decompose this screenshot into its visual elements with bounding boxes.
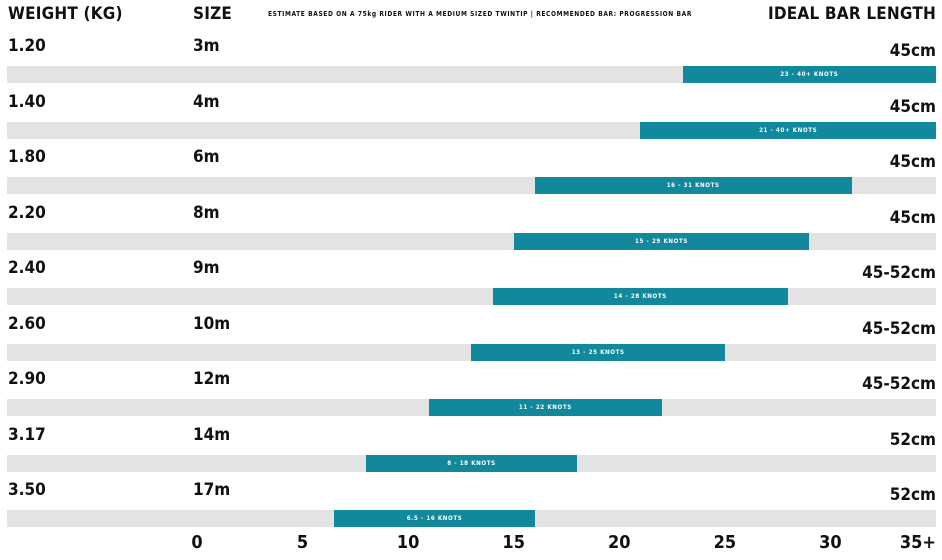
range-track: 21 - 40+ KNOTS — [7, 121, 936, 139]
table-row: 1.40 4m 45cm 21 - 40+ KNOTS — [0, 86, 942, 142]
kite-weight: 1.20 — [8, 36, 46, 56]
wind-range-bar: 6.5 - 16 KNOTS — [334, 510, 535, 527]
kite-size: 14m — [193, 424, 231, 445]
bar-length: 45-52cm — [862, 374, 936, 394]
wind-range-bar: 21 - 40+ KNOTS — [640, 121, 936, 139]
wind-range-bar: 8 - 18 KNOTS — [365, 454, 578, 472]
wind-range-bar: 15 - 29 KNOTS — [513, 232, 810, 250]
kite-size: 12m — [193, 369, 231, 389]
table-row: 2.40 9m 45-52cm 14 - 28 KNOTS — [0, 252, 942, 308]
bar-length: 45-52cm — [862, 318, 936, 339]
kite-size: 3m — [193, 36, 220, 56]
range-track: 13 - 25 KNOTS — [7, 343, 936, 361]
kite-size: 9m — [193, 258, 220, 278]
wind-range-bar: 14 - 28 KNOTS — [492, 288, 789, 305]
table-row: 3.50 17m 52cm 6.5 - 16 KNOTS — [0, 474, 942, 530]
header-bar-length: IDEAL BAR LENGTH — [767, 4, 936, 24]
header-note: ESTIMATE BASED ON A 75kg RIDER WITH A ME… — [268, 10, 692, 18]
wind-range-bar: 16 - 31 KNOTS — [534, 177, 852, 194]
table-row: 3.17 14m 52cm 8 - 18 KNOTS — [0, 419, 942, 475]
wind-range-bar: 11 - 22 KNOTS — [429, 399, 662, 416]
range-track: 23 - 40+ KNOTS — [7, 66, 936, 83]
range-track: 11 - 22 KNOTS — [7, 399, 936, 416]
kite-size: 10m — [193, 313, 231, 334]
kite-size: 4m — [193, 91, 220, 112]
wind-range-label: 11 - 22 KNOTS — [518, 404, 572, 411]
header-size: SIZE — [193, 4, 233, 24]
bar-length: 45cm — [889, 207, 936, 228]
kite-weight: 3.17 — [8, 424, 46, 445]
wind-range-label: 13 - 25 KNOTS — [571, 348, 625, 356]
x-tick-label: 10 — [396, 532, 420, 553]
kite-weight: 2.40 — [8, 258, 46, 278]
range-track: 6.5 - 16 KNOTS — [7, 510, 936, 527]
table-row: 2.20 8m 45cm 15 - 29 KNOTS — [0, 197, 942, 253]
kite-weight: 3.50 — [8, 480, 46, 500]
range-track: 16 - 31 KNOTS — [7, 177, 936, 194]
bar-length: 45-52cm — [862, 263, 936, 283]
wind-range-label: 21 - 40+ KNOTS — [759, 126, 818, 134]
kite-weight: 1.40 — [8, 91, 46, 112]
wind-range-bar: 23 - 40+ KNOTS — [682, 66, 936, 83]
bar-length: 45cm — [889, 41, 936, 61]
range-track: 14 - 28 KNOTS — [7, 288, 936, 305]
wind-range-label: 14 - 28 KNOTS — [613, 293, 667, 300]
table-row: 2.60 10m 45-52cm 13 - 25 KNOTS — [0, 308, 942, 364]
bar-length: 45cm — [889, 96, 936, 117]
x-tick-label: 20 — [608, 532, 631, 553]
table-row: 1.20 3m 45cm 23 - 40+ KNOTS — [0, 30, 942, 86]
kite-weight: 2.20 — [8, 202, 46, 223]
x-tick-label: 5 — [296, 532, 309, 553]
wind-range-label: 23 - 40+ KNOTS — [780, 71, 839, 78]
table-row: 2.90 12m 45-52cm 11 - 22 KNOTS — [0, 363, 942, 419]
x-tick-label: 30 — [819, 532, 842, 553]
x-axis: 0 5 10 15 20 25 30 35+ — [0, 532, 942, 558]
wind-range-label: 8 - 18 KNOTS — [447, 459, 496, 467]
wind-range-label: 15 - 29 KNOTS — [635, 237, 688, 245]
kite-size: 8m — [193, 202, 220, 223]
bar-length: 52cm — [889, 429, 936, 450]
wind-range-label: 6.5 - 16 KNOTS — [406, 515, 463, 522]
kite-weight: 1.80 — [8, 147, 46, 167]
kite-size: 6m — [193, 147, 220, 167]
bar-length: 52cm — [889, 485, 936, 505]
x-tick-label: 35+ — [899, 532, 936, 553]
table-row: 1.80 6m 45cm 16 - 31 KNOTS — [0, 141, 942, 197]
kite-weight: 2.60 — [8, 313, 46, 334]
kite-size: 17m — [193, 480, 231, 500]
range-track: 15 - 29 KNOTS — [7, 232, 936, 250]
header-weight: WEIGHT (KG) — [8, 4, 123, 24]
kite-weight: 2.90 — [8, 369, 46, 389]
x-tick-label: 25 — [713, 532, 737, 553]
wind-range-bar: 13 - 25 KNOTS — [471, 343, 725, 361]
range-track: 8 - 18 KNOTS — [7, 454, 936, 472]
x-tick-label: 0 — [191, 532, 203, 553]
bar-length: 45cm — [889, 152, 936, 172]
wind-range-label: 16 - 31 KNOTS — [666, 182, 720, 189]
x-tick-label: 15 — [502, 532, 525, 553]
